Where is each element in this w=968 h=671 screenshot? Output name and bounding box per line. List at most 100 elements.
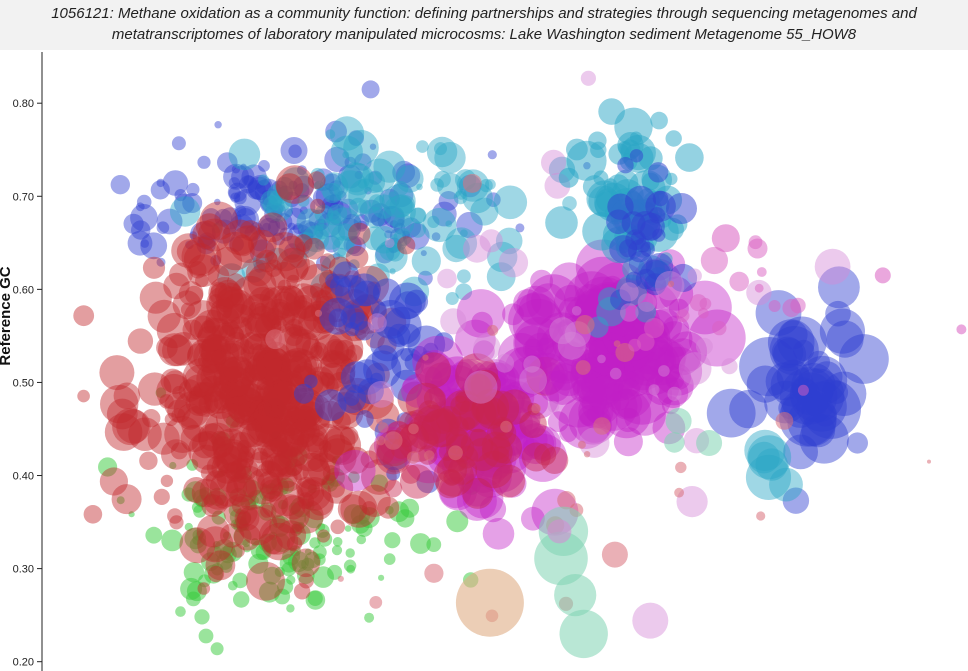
scatter-point [186, 459, 199, 471]
scatter-point [451, 401, 480, 430]
scatter-point [272, 203, 286, 218]
scatter-point [665, 130, 682, 147]
scatter-point [471, 311, 493, 334]
scatter-point [288, 144, 302, 158]
scatter-point [293, 583, 311, 600]
scatter-point [167, 399, 191, 423]
scatter-point [228, 177, 241, 189]
scatter-point [311, 432, 326, 447]
scatter-point [549, 317, 576, 345]
scatter-point [271, 301, 290, 321]
scatter-point [537, 312, 586, 362]
scatter-point [496, 384, 526, 414]
scatter-point [237, 383, 267, 414]
scatter-point [194, 609, 210, 625]
scatter-point [502, 303, 524, 326]
scatter-point [205, 390, 229, 414]
scatter-point [100, 384, 139, 424]
scatter-point [593, 170, 609, 186]
scatter-point [536, 337, 555, 356]
scatter-point [460, 429, 494, 462]
scatter-point [566, 140, 607, 181]
scatter-point [249, 239, 275, 265]
scatter-point [201, 208, 221, 227]
scatter-point [265, 378, 300, 413]
scatter-point [645, 371, 680, 406]
scatter-point [665, 363, 692, 390]
scatter-point [285, 318, 303, 337]
scatter-point [632, 602, 669, 639]
scatter-point [147, 299, 181, 333]
scatter-point [470, 197, 499, 226]
scatter-point [162, 334, 194, 367]
scatter-point [405, 382, 446, 423]
scatter-point [445, 220, 453, 228]
scatter-point [483, 368, 500, 385]
scatter-point [270, 454, 292, 476]
scatter-point [547, 519, 572, 544]
scatter-point [268, 531, 278, 541]
scatter-point [225, 414, 240, 429]
scatter-point [290, 194, 316, 220]
scatter-point [463, 234, 491, 263]
scatter-point [327, 204, 348, 224]
scatter-point [445, 426, 468, 449]
scatter-point [216, 462, 248, 494]
scatter-point [410, 533, 431, 554]
scatter-point [260, 190, 282, 212]
scatter-point [287, 407, 301, 421]
scatter-point [332, 261, 359, 288]
scatter-point [392, 160, 416, 184]
scatter-point [271, 180, 288, 197]
scatter-point [357, 179, 367, 189]
scatter-point [266, 247, 289, 271]
scatter-point [317, 523, 326, 531]
scatter-point [180, 424, 208, 453]
scatter-point [549, 370, 607, 428]
scatter-point [371, 194, 397, 219]
scatter-point [251, 344, 272, 365]
scatter-point [389, 183, 414, 208]
scatter-point [233, 523, 261, 551]
scatter-point [331, 223, 358, 250]
scatter-point [127, 328, 154, 354]
scatter-point [577, 440, 586, 449]
scatter-point [111, 484, 142, 515]
scatter-point [186, 581, 207, 602]
scatter-point [348, 197, 368, 217]
scatter-point [676, 486, 708, 518]
scatter-point [228, 236, 244, 252]
scatter-point [502, 399, 541, 438]
scatter-point [479, 495, 507, 523]
scatter-point [330, 519, 346, 535]
scatter-point [293, 452, 331, 490]
scatter-point [369, 143, 377, 150]
scatter-point [482, 518, 515, 550]
scatter-point [278, 285, 305, 312]
scatter-point [241, 258, 266, 283]
scatter-point [818, 266, 860, 309]
scatter-point [433, 419, 463, 449]
scatter-point [256, 369, 293, 406]
scatter-point [262, 189, 283, 210]
scatter-point [258, 355, 291, 388]
scatter-point [216, 288, 256, 329]
scatter-point [452, 380, 507, 435]
scatter-point [198, 422, 235, 459]
scatter-point [361, 80, 380, 99]
scatter-point [337, 247, 346, 257]
scatter-point [623, 371, 640, 389]
scatter-point [272, 232, 285, 246]
scatter-point [283, 287, 298, 302]
scatter-point [416, 404, 471, 459]
scatter-point [435, 469, 465, 499]
scatter-point [226, 273, 245, 292]
scatter-point [284, 208, 293, 218]
scatter-point [487, 445, 509, 467]
scatter-point [375, 244, 395, 264]
scatter-point [578, 404, 600, 427]
scatter-point [260, 195, 279, 214]
scatter-point [225, 376, 255, 406]
scatter-point [418, 421, 439, 442]
scatter-point [508, 356, 548, 395]
